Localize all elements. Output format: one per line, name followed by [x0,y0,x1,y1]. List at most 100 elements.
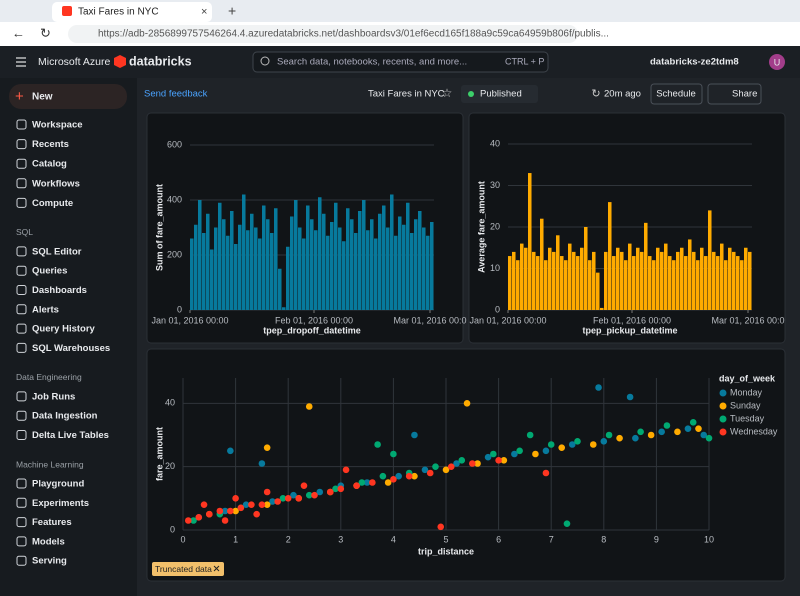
nav-icon [16,555,27,566]
truncated-badge[interactable] [152,562,224,576]
nav-item[interactable]: Workspace [32,120,83,131]
bar [512,251,516,310]
point [274,498,281,505]
nav-icon [16,285,27,295]
point [232,495,239,502]
nav-item[interactable]: Queries [32,266,67,277]
badge-close[interactable] [213,565,220,572]
dashboard-title: Taxi Fares in NYC [368,89,445,100]
bar [358,211,362,310]
address-bar[interactable] [68,25,578,43]
bar [230,211,234,310]
point [200,501,208,508]
bar [556,235,560,310]
send-feedback[interactable]: Send feedback [144,89,208,100]
bar [648,256,652,310]
nav-item[interactable]: Catalog [32,159,67,170]
search-box[interactable] [252,51,549,73]
point [453,460,460,467]
nav-item[interactable]: Delta Live Tables [32,430,109,441]
y-tick-label: 200 [167,249,182,259]
avatar[interactable] [769,54,785,70]
bar [254,227,258,310]
bar [306,205,310,310]
menu-icon[interactable] [16,57,26,67]
point [284,495,292,502]
bar [668,256,672,310]
logo [114,55,126,68]
bar [644,222,648,310]
y-tick-label: 0 [170,524,175,534]
x-axis-title: trip_distance [418,546,474,556]
new-tab[interactable]: + [228,3,236,19]
nav-item[interactable]: Experiments [32,498,89,509]
bar [234,244,238,310]
nav-item[interactable]: Alerts [32,304,59,315]
nav-item[interactable]: Workflows [32,178,80,189]
bar [540,218,544,310]
bar [194,224,198,310]
bar [210,249,214,310]
nav-section: Machine Learning [16,459,84,469]
point [216,507,224,515]
point [384,479,392,486]
nav-icon [16,119,27,130]
point [511,450,518,458]
active-tab[interactable] [52,2,212,22]
bar [214,227,218,310]
bar [410,233,414,310]
nav-item[interactable]: Playground [32,479,84,490]
bar [338,227,342,310]
point [300,482,308,489]
back-button[interactable]: ← [12,25,25,40]
point [547,441,555,448]
nav-item[interactable]: Models [32,536,65,547]
point [563,520,571,527]
y-tick-label: 10 [490,263,500,273]
nav-item[interactable]: Serving [32,556,67,567]
bar [560,256,564,310]
bar [700,247,704,310]
nav-item[interactable]: SQL Editor [32,246,82,257]
bar [322,213,326,310]
published-pill[interactable] [461,85,538,103]
share-button[interactable] [707,83,762,105]
nav-item[interactable]: Compute [32,198,73,209]
bar [242,194,246,310]
bar [564,260,568,310]
bar [592,251,596,310]
nav-icon [16,139,27,150]
sidebar [0,78,137,596]
nav-section: SQL [16,227,33,237]
bar [672,260,676,310]
favorite-star[interactable]: ☆ [442,86,453,100]
nav-icon [16,478,27,489]
bar [282,307,286,310]
bar [740,260,744,310]
bar [190,238,194,310]
nav-item[interactable]: Query History [32,324,96,335]
nav-item[interactable]: Job Runs [32,391,75,402]
nav-item[interactable]: Features [32,517,72,528]
point [263,488,271,496]
nav-item[interactable]: SQL Warehouses [32,343,110,354]
bar [604,251,608,310]
nav-item[interactable]: Recents [32,139,69,150]
bar [736,256,740,310]
bar [406,202,410,310]
tab-close[interactable]: × [201,6,207,18]
nav-item[interactable]: Data Ingestion [32,411,98,422]
reload-button[interactable]: ↻ [40,25,51,40]
bar [402,224,406,310]
point [674,428,681,436]
nav-icon [16,430,27,440]
point [379,472,387,480]
new-button[interactable] [9,84,127,109]
nav-item[interactable]: Dashboards [32,285,87,296]
schedule-button[interactable] [650,83,703,105]
workspace[interactable]: databricks-ze2tdm8 [650,57,739,68]
nav-icon [16,158,27,169]
bar [266,219,270,310]
bar [708,210,712,310]
